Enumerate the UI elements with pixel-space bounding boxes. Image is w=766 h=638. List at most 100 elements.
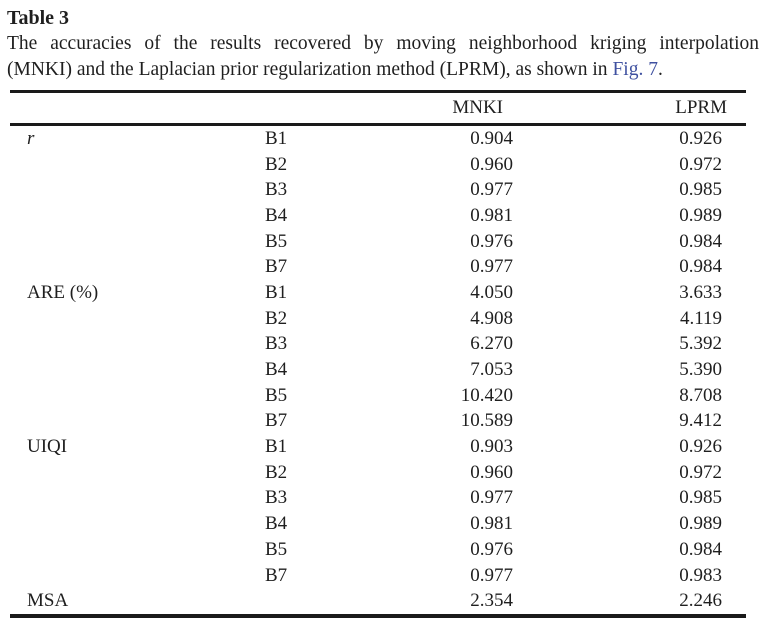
caption-line-2-text: (MNKI) and the Laplacian prior regulariz… bbox=[7, 59, 613, 80]
lprm-value-cell: 0.984 bbox=[679, 538, 722, 560]
mnki-value-cell: 0.977 bbox=[470, 179, 513, 201]
mnki-value-cell: 0.960 bbox=[470, 153, 513, 175]
metric-cell bbox=[10, 563, 265, 589]
metric-cell bbox=[10, 306, 265, 332]
lprm-value-cell: 0.984 bbox=[679, 230, 722, 252]
mnki-value-cell: 0.977 bbox=[470, 487, 513, 509]
band-cell: B7 bbox=[265, 410, 288, 432]
table-row: B4 7.053 5.390 bbox=[10, 357, 746, 383]
mnki-value-cell: 2.354 bbox=[470, 590, 513, 612]
metric-cell: MSA bbox=[27, 590, 69, 612]
metric-cell bbox=[10, 511, 265, 537]
metric-cell bbox=[10, 229, 265, 255]
lprm-value-cell: 8.708 bbox=[679, 384, 722, 406]
metric-cell bbox=[10, 357, 265, 383]
metric-cell bbox=[10, 409, 265, 435]
metric-cell bbox=[10, 203, 265, 229]
mnki-value-cell: 0.903 bbox=[470, 436, 513, 458]
band-cell: B2 bbox=[265, 307, 288, 329]
fig-7-link[interactable]: Fig. 7 bbox=[612, 59, 658, 80]
lprm-value-cell: 2.246 bbox=[679, 590, 722, 612]
mnki-value-cell: 0.977 bbox=[470, 256, 513, 278]
lprm-value-cell: 0.926 bbox=[679, 436, 722, 458]
table-row: MSA 2.354 2.246 bbox=[10, 588, 746, 616]
metric-cell bbox=[10, 152, 265, 178]
caption-line-1: The accuracies of the results recovered … bbox=[7, 33, 759, 54]
table-title: Table 3 bbox=[7, 7, 70, 29]
table-row: B5 10.420 8.708 bbox=[10, 383, 746, 409]
table-row: B5 0.976 0.984 bbox=[10, 537, 746, 563]
table-row: r B1 0.904 0.926 bbox=[10, 125, 746, 152]
table-row: B5 0.976 0.984 bbox=[10, 229, 746, 255]
table-row: UIQI B1 0.903 0.926 bbox=[10, 434, 746, 460]
mnki-value-cell: 0.976 bbox=[470, 538, 513, 560]
lprm-value-cell: 5.392 bbox=[679, 333, 722, 355]
mnki-value-cell: 0.977 bbox=[470, 564, 513, 586]
header-metric-empty bbox=[10, 92, 265, 125]
band-cell: B5 bbox=[265, 538, 288, 560]
table-row: B3 0.977 0.985 bbox=[10, 177, 746, 203]
lprm-value-cell: 0.989 bbox=[679, 513, 722, 535]
lprm-value-cell: 0.984 bbox=[679, 256, 722, 278]
table-row: B2 0.960 0.972 bbox=[10, 152, 746, 178]
lprm-value-cell: 5.390 bbox=[679, 359, 722, 381]
lprm-value-cell: 0.972 bbox=[679, 153, 722, 175]
band-cell: B3 bbox=[265, 179, 288, 201]
metric-cell bbox=[10, 537, 265, 563]
band-cell: B4 bbox=[265, 359, 288, 381]
lprm-value-cell: 0.926 bbox=[679, 127, 722, 149]
band-cell: B2 bbox=[265, 461, 288, 483]
table-row: B4 0.981 0.989 bbox=[10, 511, 746, 537]
lprm-value-cell: 0.985 bbox=[679, 179, 722, 201]
table-row: B3 0.977 0.985 bbox=[10, 486, 746, 512]
band-cell bbox=[265, 588, 445, 616]
table-row: B7 0.977 0.983 bbox=[10, 563, 746, 589]
header-band-empty bbox=[265, 92, 445, 125]
band-cell: B4 bbox=[265, 513, 288, 535]
mnki-value-cell: 10.420 bbox=[460, 384, 513, 406]
table-caption: The accuracies of the results recovered … bbox=[7, 31, 759, 83]
band-cell: B2 bbox=[265, 153, 288, 175]
band-cell: B5 bbox=[265, 384, 288, 406]
metric-cell bbox=[10, 254, 265, 280]
mnki-value-cell: 0.976 bbox=[470, 230, 513, 252]
band-cell: B7 bbox=[265, 256, 288, 278]
metric-cell bbox=[10, 332, 265, 358]
table-row: B7 0.977 0.984 bbox=[10, 254, 746, 280]
metric-cell: ARE (%) bbox=[27, 281, 99, 303]
band-cell: B5 bbox=[265, 230, 288, 252]
lprm-value-cell: 0.989 bbox=[679, 204, 722, 226]
mnki-value-cell: 10.589 bbox=[460, 410, 513, 432]
lprm-value-cell: 4.119 bbox=[679, 307, 722, 329]
mnki-value-cell: 0.904 bbox=[470, 127, 513, 149]
metric-cell bbox=[10, 177, 265, 203]
lprm-value-cell: 3.633 bbox=[679, 281, 722, 303]
mnki-value-cell: 0.981 bbox=[470, 513, 513, 535]
metric-cell bbox=[10, 383, 265, 409]
lprm-value-cell: 0.983 bbox=[679, 564, 722, 586]
header-row: MNKI LPRM bbox=[10, 92, 746, 125]
lprm-value-cell: 0.985 bbox=[679, 487, 722, 509]
caption-line-2: (MNKI) and the Laplacian prior regulariz… bbox=[7, 57, 759, 83]
band-cell: B1 bbox=[265, 281, 288, 303]
metric-cell bbox=[10, 486, 265, 512]
table-row: ARE (%) B1 4.050 3.633 bbox=[10, 280, 746, 306]
metric-cell: UIQI bbox=[27, 436, 68, 458]
table-row: B2 4.908 4.119 bbox=[10, 306, 746, 332]
band-cell: B3 bbox=[265, 487, 288, 509]
mnki-value-cell: 6.270 bbox=[470, 333, 513, 355]
mnki-value-cell: 4.908 bbox=[470, 307, 513, 329]
header-lprm: LPRM bbox=[675, 97, 727, 118]
band-cell: B4 bbox=[265, 204, 288, 226]
band-cell: B3 bbox=[265, 333, 288, 355]
caption-period: . bbox=[657, 59, 663, 80]
band-cell: B1 bbox=[265, 127, 288, 149]
table-row: B3 6.270 5.392 bbox=[10, 332, 746, 358]
lprm-value-cell: 0.972 bbox=[679, 461, 722, 483]
mnki-value-cell: 7.053 bbox=[470, 359, 513, 381]
band-cell: B7 bbox=[265, 564, 288, 586]
header-mnki: MNKI bbox=[452, 97, 503, 118]
metric-cell: r bbox=[27, 127, 35, 149]
table-row: B7 10.589 9.412 bbox=[10, 409, 746, 435]
